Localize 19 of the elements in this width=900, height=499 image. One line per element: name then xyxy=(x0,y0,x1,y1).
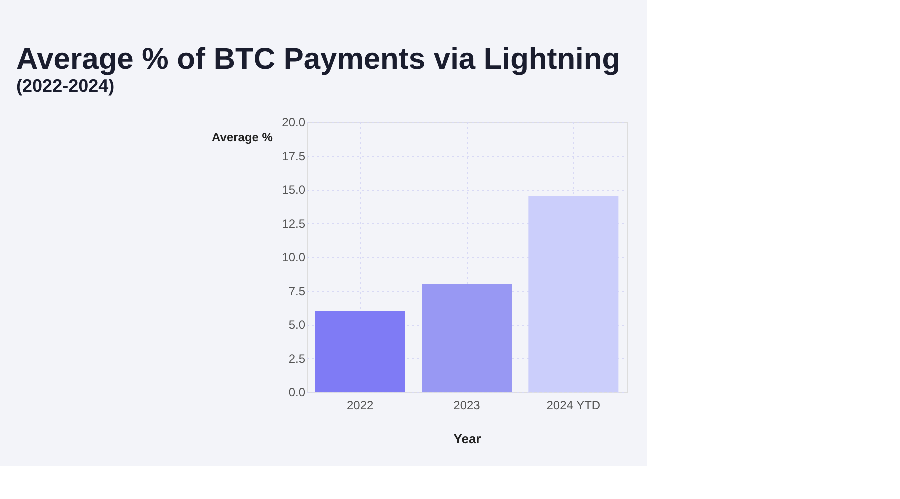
x-axis-title: Year xyxy=(454,432,482,446)
y-tick-label: 20.0 xyxy=(282,116,306,130)
y-tick-label: 2.5 xyxy=(288,352,306,366)
y-tick-label: 10.0 xyxy=(282,250,306,264)
y-tick-label: 7.5 xyxy=(288,284,306,298)
x-tick-label: 2024 YTD xyxy=(546,398,601,412)
bar xyxy=(422,284,512,392)
x-tick-label: 2023 xyxy=(454,398,481,412)
y-tick-label: 12.5 xyxy=(282,216,306,231)
chart-title: Average % of BTC Payments via Lightning xyxy=(16,43,621,76)
x-tick-label: 2022 xyxy=(346,398,374,412)
text: (2022-2024) xyxy=(16,76,115,96)
y-tick-label: 15.0 xyxy=(282,183,306,197)
bar xyxy=(528,196,619,392)
y-tick-label: 0.0 xyxy=(288,386,306,400)
bar xyxy=(315,311,406,392)
y-axis-title: Average % xyxy=(212,130,274,144)
y-tick-label: 5.0 xyxy=(288,318,306,332)
y-tick-label: 17.5 xyxy=(282,149,306,164)
